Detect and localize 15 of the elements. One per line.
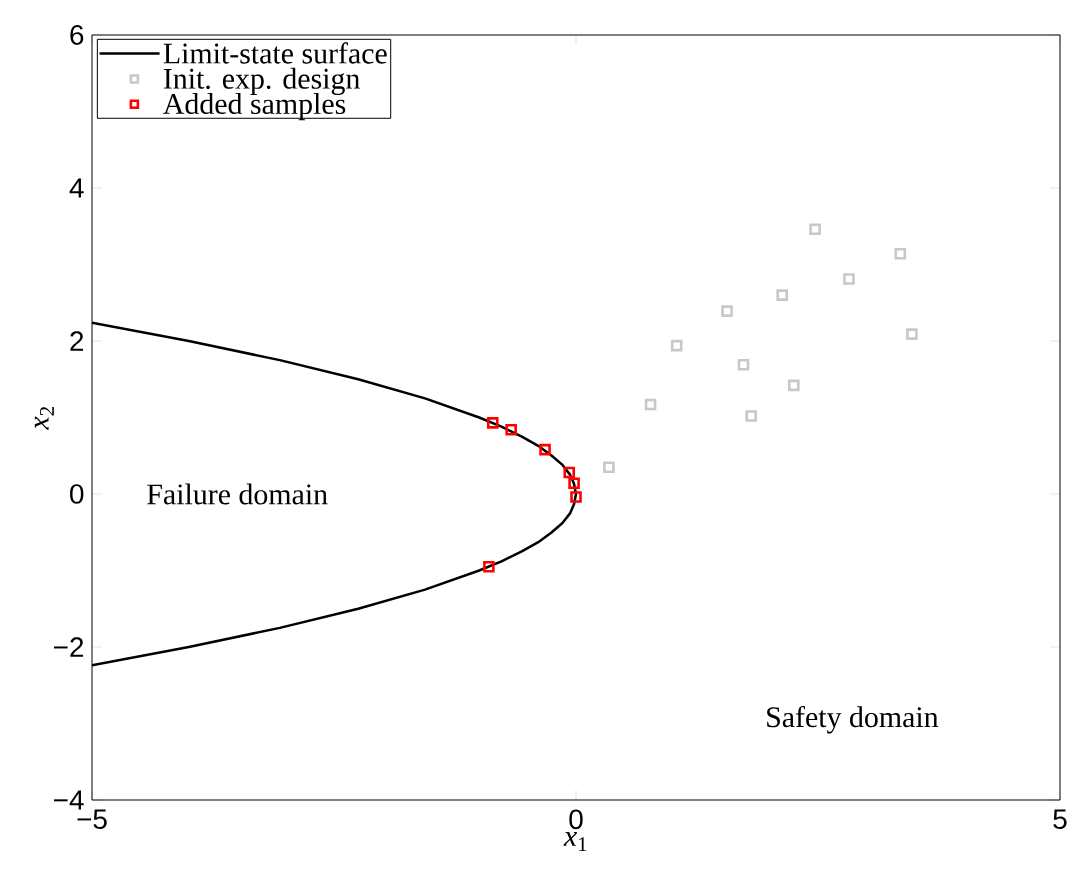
x-tick-label: 0: [569, 809, 583, 830]
x-tick-label: 5: [1053, 809, 1067, 829]
y-tick-label: 0: [70, 484, 84, 504]
x-axis-title: x$_{1}$: [563, 832, 587, 852]
annotation: Safety domain: [767, 705, 939, 734]
legend-label: Limit-state surface: [163, 42, 387, 64]
y-tick-label: 4: [69, 178, 84, 198]
y-tick-label: 2: [70, 331, 84, 351]
y-tick-label: 6: [70, 25, 84, 45]
legend-label: Added samples: [163, 93, 346, 121]
y-axis-title: x$_{2}$: [34, 407, 54, 430]
y-tick-label: −4: [54, 790, 84, 810]
x-tick-label: −5: [77, 809, 107, 829]
annotation: Failure domain: [147, 483, 328, 505]
y-tick-label: −2: [54, 637, 84, 657]
